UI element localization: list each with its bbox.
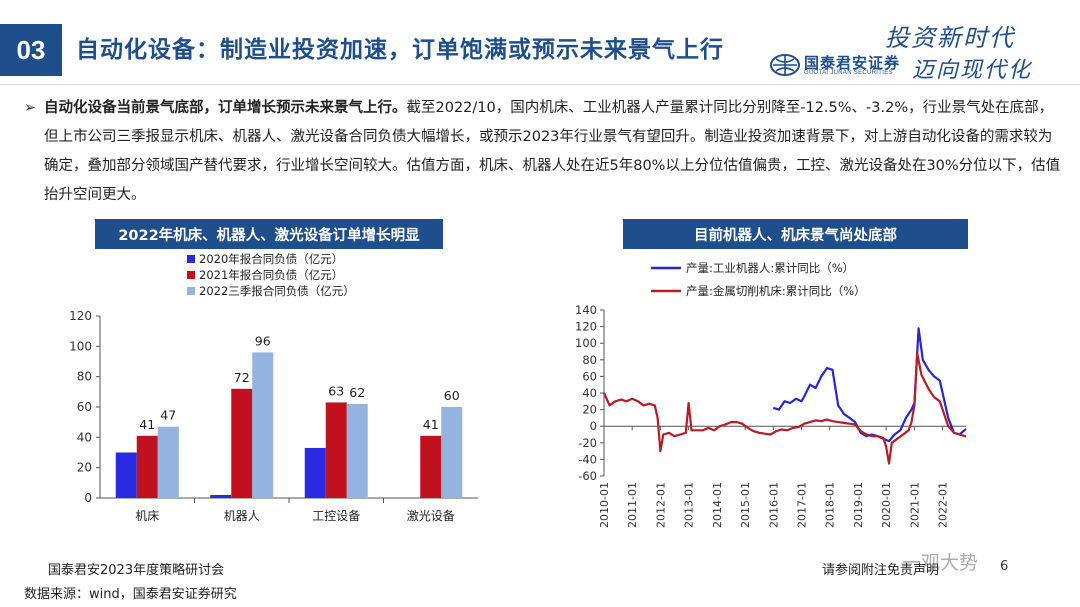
y-tick-label: 20	[77, 461, 92, 475]
y-tick-label: 100	[69, 339, 92, 353]
x-tick-label: 激光设备	[407, 509, 455, 523]
data-label: 60	[444, 388, 460, 403]
x-tick-label: 2017-01	[796, 482, 809, 528]
production-yoy-line-chart: -60 -40 -20 0 20 40 60 80 100 120 140 2010-01 2011-0…	[575, 261, 967, 528]
bar	[157, 426, 179, 498]
bar	[231, 388, 253, 498]
x-tick-label: 2011-01	[626, 482, 639, 528]
y-tick-label: 0	[590, 419, 597, 433]
summary-paragraph: ➢ 自动化设备当前景气底部，订单增长预示未来景气上行。截至2022/10，国内机…	[24, 94, 1064, 210]
data-label: 63	[328, 383, 344, 398]
summary-headline: 自动化设备当前景气底部，订单增长预示未来景气上行。	[44, 100, 407, 116]
x-tick-label: 机器人	[224, 509, 260, 523]
data-label: 96	[255, 333, 271, 348]
page-title: 自动化设备：制造业投资加速，订单饱满或预示未来景气上行	[76, 37, 724, 63]
event-name: 国泰君安2023年度策略研讨会	[48, 563, 225, 578]
x-tick-label: 2012-01	[654, 482, 667, 528]
legend-swatch	[187, 255, 195, 263]
data-label: 47	[160, 408, 176, 423]
x-tick-label: 2016-01	[767, 482, 780, 528]
x-tick-label: 2019-01	[852, 482, 865, 528]
x-tick-label: 2018-01	[824, 482, 837, 528]
y-tick-label: -40	[578, 452, 597, 466]
data-label: 41	[423, 417, 439, 432]
summary-body: 截至2022/10，国内机床、工业机器人产量累计同比分别降至-12.5%、-3.…	[44, 100, 1061, 203]
x-tick-label: 2015-01	[739, 482, 752, 528]
x-tick-label: 2022-01	[937, 482, 950, 528]
logo-mark-icon	[770, 54, 800, 76]
y-tick-label: -20	[578, 436, 597, 450]
series-line	[602, 352, 967, 465]
logo-english: GUOTAI JUNAN SECURITIES	[804, 70, 893, 76]
legend-label: 产量:工业机器人:累计同比（%）	[686, 261, 854, 275]
slogan-line2: 迈向现代化	[912, 58, 1033, 83]
bar	[441, 407, 463, 498]
contract-liability-bar-chart: 0 20 40 60 80 100 120 机床 41 47 机器人 72 96 工控设备 63 62 激光设备…	[69, 252, 478, 523]
x-tick-label: 2010-01	[598, 482, 611, 528]
bar	[325, 402, 347, 498]
y-tick-label: 0	[84, 491, 92, 505]
data-label: 41	[139, 417, 155, 432]
logo-name: 国泰君安证券	[804, 54, 901, 72]
bar	[346, 403, 368, 498]
data-source: 数据来源：wind，国泰君安证券研究	[24, 587, 237, 602]
bar	[136, 435, 158, 498]
y-tick-label: 60	[582, 369, 597, 383]
disclaimer: 请参阅附注免责声明	[822, 563, 940, 578]
company-logo: 国泰君安证券 GUOTAI JUNAN SECURITIES	[770, 52, 910, 78]
y-tick-label: 40	[582, 386, 597, 400]
legend-label: 2022三季报合同负债（亿元）	[199, 284, 355, 298]
y-tick-label: 60	[77, 400, 92, 414]
y-tick-label: 120	[69, 309, 92, 323]
header-divider	[0, 84, 1080, 85]
bar	[420, 435, 442, 498]
legend-label: 2021年报合同负债（亿元）	[199, 268, 343, 282]
bar	[115, 452, 137, 498]
bar	[252, 352, 274, 498]
y-tick-label: 20	[582, 403, 597, 417]
x-tick-label: 机床	[135, 509, 159, 523]
y-tick-label: 100	[575, 336, 597, 350]
x-tick-label: 工控设备	[312, 509, 360, 523]
page-number: 6	[1000, 559, 1009, 574]
x-tick-label: 2020-01	[880, 482, 893, 528]
legend-swatch	[187, 287, 195, 295]
legend-label: 产量:金属切削机床:累计同比（%）	[686, 284, 866, 298]
slogan-line1: 投资新时代	[885, 24, 1015, 52]
y-tick-label: -60	[578, 469, 597, 483]
bullet-marker: ➢	[24, 100, 37, 116]
section-number: 03	[0, 24, 62, 76]
legend-swatch	[187, 271, 195, 279]
y-tick-label: 140	[575, 303, 597, 317]
x-tick-label: 2014-01	[711, 482, 724, 528]
x-tick-label: 2013-01	[683, 482, 696, 528]
legend-label: 2020年报合同负债（亿元）	[199, 252, 343, 266]
bar	[210, 494, 232, 498]
bar	[304, 447, 326, 498]
right-chart-title: 目前机器人、机床景气尚处底部	[623, 219, 968, 249]
y-tick-label: 40	[77, 430, 92, 444]
left-chart-title: 2022年机床、机器人、激光设备订单增长明显	[95, 219, 443, 249]
x-tick-label: 2021-01	[908, 482, 921, 528]
y-tick-label: 120	[575, 320, 597, 334]
y-tick-label: 80	[77, 370, 92, 384]
y-tick-label: 80	[582, 353, 597, 367]
series-line	[772, 327, 967, 443]
data-label: 62	[349, 385, 365, 400]
watermark: 一观大势	[902, 552, 979, 574]
data-label: 72	[234, 370, 250, 385]
